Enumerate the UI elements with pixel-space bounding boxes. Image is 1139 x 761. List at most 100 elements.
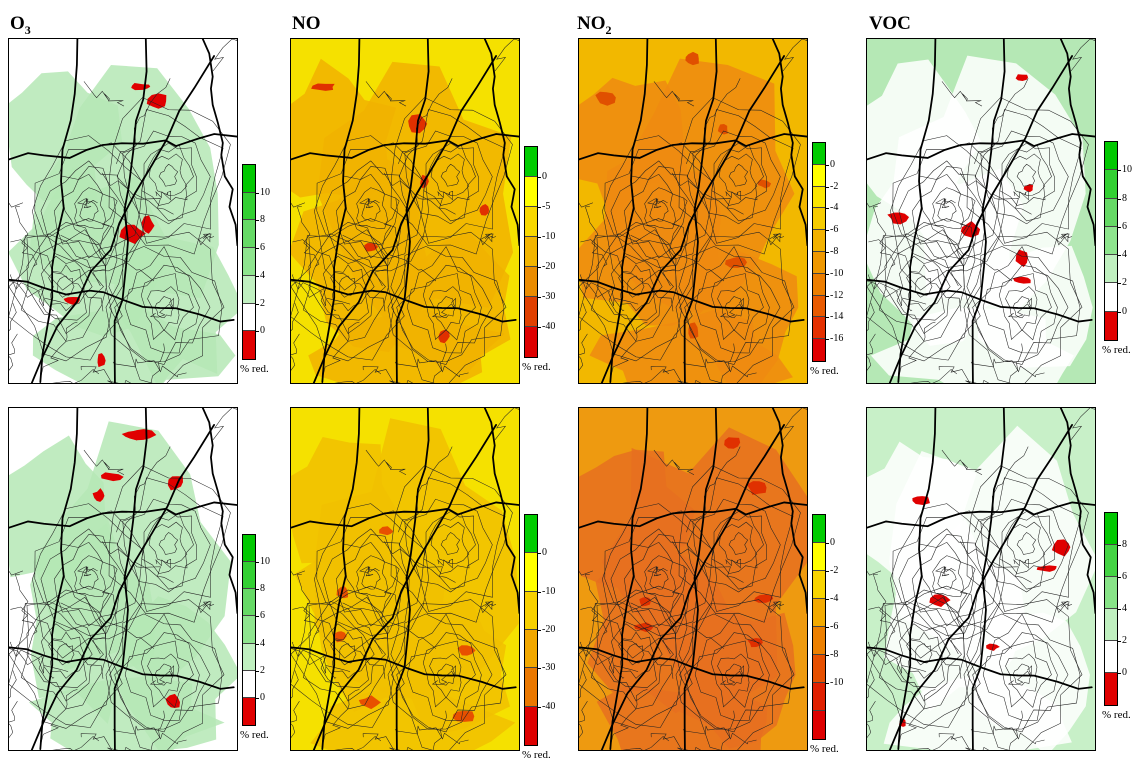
colorbar-tick-label: -20 xyxy=(536,261,556,272)
colorbar-segment xyxy=(525,237,537,267)
colorbar-segment xyxy=(813,295,825,318)
colorbar-tick-label: 10 xyxy=(255,186,270,198)
map-no2-top xyxy=(578,38,808,384)
colorbar-tick-label: 8 xyxy=(1117,192,1127,204)
colorbar-no-bottom xyxy=(524,514,538,746)
colorbar-tick-label: 2 xyxy=(1117,635,1127,646)
colorbar-segment xyxy=(243,248,255,276)
colorbar-tick-label: 0 xyxy=(825,158,835,170)
colorbar-segment xyxy=(813,251,825,274)
colorbar-o3-bottom xyxy=(242,534,256,726)
colorbar-segment xyxy=(1105,255,1117,284)
map-svg-o3-bottom xyxy=(9,408,237,750)
colorbar-segment xyxy=(813,627,825,655)
map-svg-no-top xyxy=(291,39,519,383)
map-svg-o3-top xyxy=(9,39,237,383)
unit-label: % red. xyxy=(1102,709,1131,721)
colorbar-segment xyxy=(1105,198,1117,227)
map-no-bottom xyxy=(290,407,520,751)
colorbar-tick-label: -10 xyxy=(824,677,844,688)
colorbar-segment xyxy=(243,331,255,359)
colorbar-segment xyxy=(243,220,255,249)
colorbar-tick-label: -4 xyxy=(824,202,839,214)
map-voc-top xyxy=(866,38,1096,384)
colorbar-segment xyxy=(525,327,537,357)
map-voc-bottom xyxy=(866,407,1096,751)
colorbar-segment xyxy=(243,303,255,332)
colorbar-segment xyxy=(1105,170,1117,199)
colorbar-tick-label: -2 xyxy=(824,565,839,576)
colorbar-tick-label: -10 xyxy=(536,585,556,597)
unit-label: % red. xyxy=(810,365,839,377)
colorbar-segment xyxy=(813,339,825,361)
colorbar-tick-label: 0 xyxy=(537,547,547,559)
map-no2-bottom xyxy=(578,407,808,751)
unit-label: % red. xyxy=(240,363,269,375)
colorbar-segment xyxy=(1105,311,1117,340)
colorbar-segment xyxy=(243,616,255,644)
title-no: NO xyxy=(292,13,321,34)
colorbar-tick-label: -30 xyxy=(536,662,556,674)
colorbar-tick-label: 0 xyxy=(255,691,265,703)
map-svg-no2-bottom xyxy=(579,408,807,750)
title-o3: O3 xyxy=(10,13,31,38)
map-o3-bottom xyxy=(8,407,238,751)
colorbar-no2-bottom xyxy=(812,514,826,740)
colorbar-segment xyxy=(525,706,537,745)
colorbar-segment xyxy=(525,668,537,707)
colorbar-tick-label: -2 xyxy=(824,180,839,192)
colorbar-tick-label: 2 xyxy=(255,664,265,676)
colorbar-tick-label: 4 xyxy=(255,637,265,649)
title-no2: NO2 xyxy=(577,13,612,38)
colorbar-tick-label: 0 xyxy=(537,171,547,182)
colorbar-voc-bottom xyxy=(1104,512,1118,706)
colorbar-segment xyxy=(813,711,825,739)
colorbar-segment xyxy=(525,177,537,207)
colorbar-tick-label: -10 xyxy=(536,231,556,242)
colorbar-tick-label: 0 xyxy=(825,537,835,548)
colorbar-tick-label: 8 xyxy=(1117,539,1127,550)
unit-label: % red. xyxy=(810,743,839,755)
map-svg-no2-top xyxy=(579,39,807,383)
colorbar-tick-label: -4 xyxy=(824,593,839,604)
colorbar-tick-label: -8 xyxy=(824,246,839,257)
colorbar-segment xyxy=(243,670,255,698)
colorbar-tick-label: 8 xyxy=(255,214,265,226)
map-svg-voc-top xyxy=(867,39,1095,383)
colorbar-tick-label: 2 xyxy=(255,297,265,309)
colorbar-tick-label: -10 xyxy=(824,267,844,279)
colorbar-segment xyxy=(243,562,255,590)
colorbar-segment xyxy=(813,143,825,165)
colorbar-tick-label: -6 xyxy=(824,224,839,236)
colorbar-tick-label: 2 xyxy=(1117,277,1127,289)
colorbar-tick-label: 4 xyxy=(255,269,265,281)
colorbar-no2-top xyxy=(812,142,826,362)
colorbar-tick-label: -6 xyxy=(824,621,839,632)
colorbar-tick-label: 6 xyxy=(255,242,265,254)
colorbar-segment xyxy=(1105,226,1117,256)
unit-label: % red. xyxy=(1102,344,1131,356)
colorbar-segment xyxy=(243,535,255,563)
map-no-top xyxy=(290,38,520,384)
colorbar-segment xyxy=(1105,513,1117,545)
colorbar-segment xyxy=(813,186,825,209)
colorbar-segment xyxy=(813,515,825,543)
colorbar-segment xyxy=(1105,577,1117,609)
colorbar-tick-label: -20 xyxy=(536,624,556,635)
colorbar-tick-label: -40 xyxy=(536,700,556,712)
map-svg-voc-bottom xyxy=(867,408,1095,750)
colorbar-segment xyxy=(525,629,537,669)
unit-label: % red. xyxy=(240,729,269,741)
colorbar-segment xyxy=(813,317,825,340)
colorbar-segment xyxy=(243,697,255,725)
colorbar-tick-label: -30 xyxy=(536,291,556,302)
colorbar-tick-label: -5 xyxy=(536,201,551,212)
colorbar-tick-label: 8 xyxy=(255,583,265,595)
colorbar-segment xyxy=(1105,142,1117,171)
colorbar-tick-label: 0 xyxy=(255,325,265,337)
colorbar-segment xyxy=(1105,609,1117,641)
colorbar-segment xyxy=(813,543,825,571)
colorbar-tick-label: 6 xyxy=(255,610,265,622)
colorbar-segment xyxy=(525,591,537,630)
title-voc: VOC xyxy=(869,13,911,34)
